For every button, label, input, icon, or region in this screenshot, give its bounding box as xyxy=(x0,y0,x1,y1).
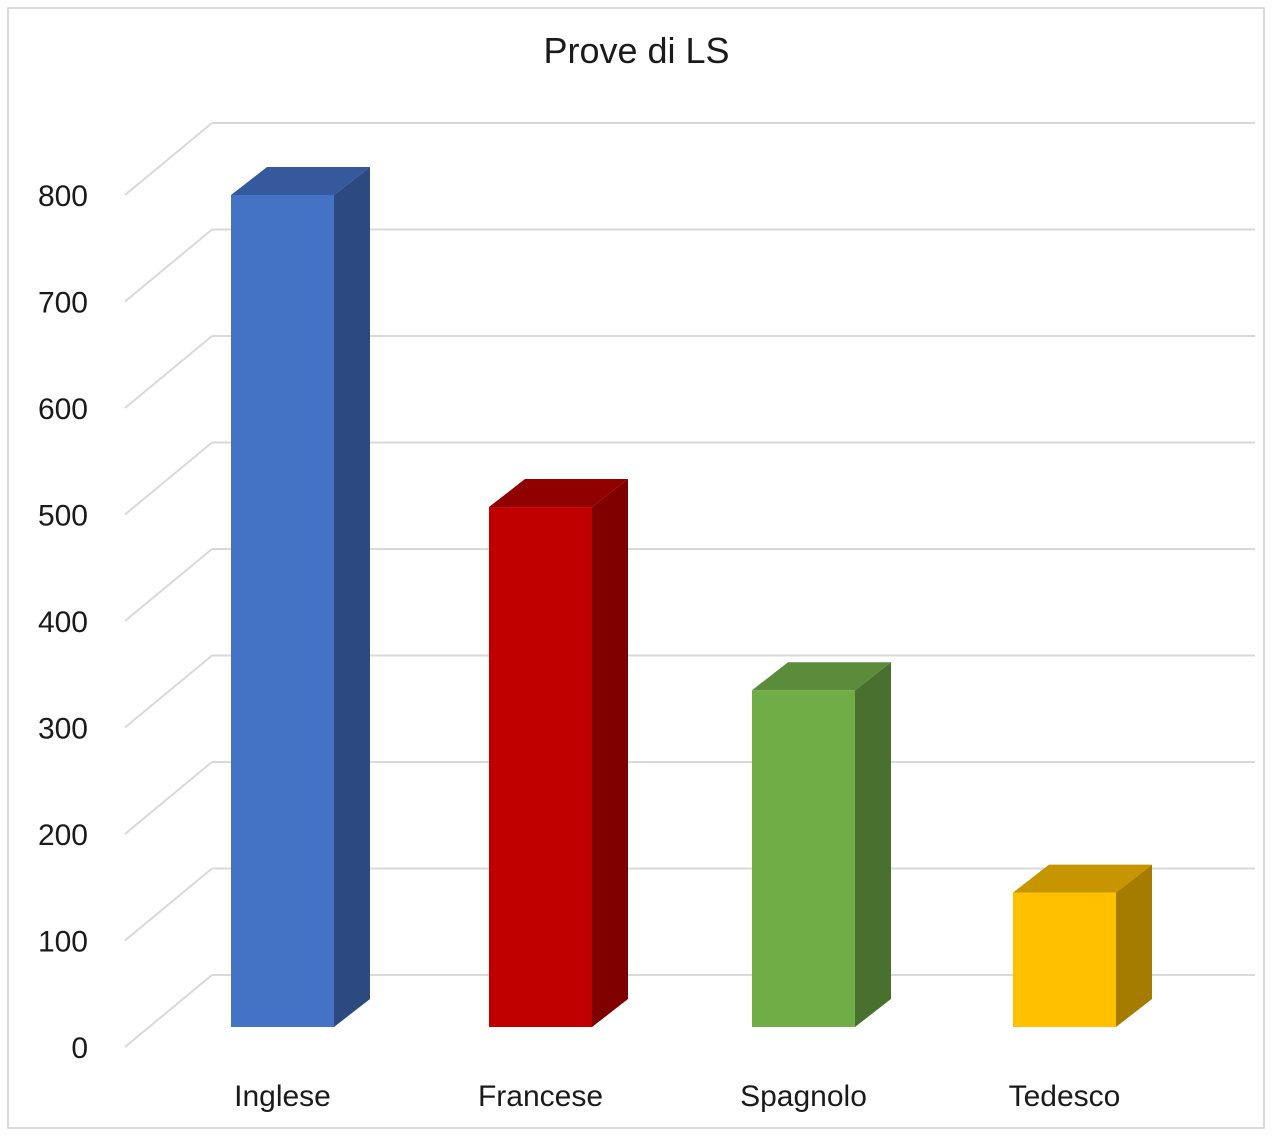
x-axis-ticks: Inglese Francese Spagnolo Tedesco xyxy=(234,1080,1120,1113)
y-tick-label: 600 xyxy=(38,393,88,426)
y-tick-label: 0 xyxy=(71,1032,88,1065)
bar-top xyxy=(1013,864,1152,893)
x-tick-label: Francese xyxy=(478,1080,603,1113)
x-tick-label: Inglese xyxy=(234,1080,331,1113)
x-tick-label: Spagnolo xyxy=(740,1080,867,1113)
bars xyxy=(231,167,1152,1027)
y-tick-label: 800 xyxy=(38,180,88,213)
bar-side xyxy=(592,479,628,1027)
gridline-depth xyxy=(124,654,213,729)
bar-front xyxy=(231,195,334,1027)
y-axis-ticks: 0 100 200 300 400 500 600 700 800 xyxy=(38,180,88,1065)
x-tick-label: Tedesco xyxy=(1009,1080,1121,1113)
bar-front xyxy=(489,507,592,1027)
bar-top xyxy=(752,662,891,691)
gridline-depth xyxy=(124,761,213,835)
bar-francese xyxy=(489,479,628,1027)
gridline-depth xyxy=(124,441,213,516)
bar-spagnolo xyxy=(752,662,891,1027)
gridline-depth xyxy=(124,122,213,196)
gridline-depth xyxy=(124,228,213,303)
bar-tedesco xyxy=(1013,864,1152,1027)
bar-inglese xyxy=(231,167,370,1027)
y-tick-label: 100 xyxy=(38,926,88,959)
y-tick-label: 300 xyxy=(38,713,88,746)
bar-front xyxy=(752,690,855,1027)
y-tick-label: 700 xyxy=(38,287,88,320)
bar-side xyxy=(334,167,370,1027)
bar-front xyxy=(1013,892,1116,1027)
bar-top xyxy=(231,167,370,195)
bar-top xyxy=(489,479,628,508)
gridline-depth xyxy=(124,548,213,622)
gridline-depth xyxy=(124,335,213,409)
y-tick-label: 500 xyxy=(38,500,88,533)
chart-title: Prove di LS xyxy=(543,30,730,71)
bar-side xyxy=(855,662,891,1027)
bar-side xyxy=(1116,864,1152,1027)
y-tick-label: 400 xyxy=(38,606,88,639)
gridline-depth xyxy=(124,974,213,1048)
y-tick-label: 200 xyxy=(38,819,88,852)
gridline-depth xyxy=(124,867,213,942)
